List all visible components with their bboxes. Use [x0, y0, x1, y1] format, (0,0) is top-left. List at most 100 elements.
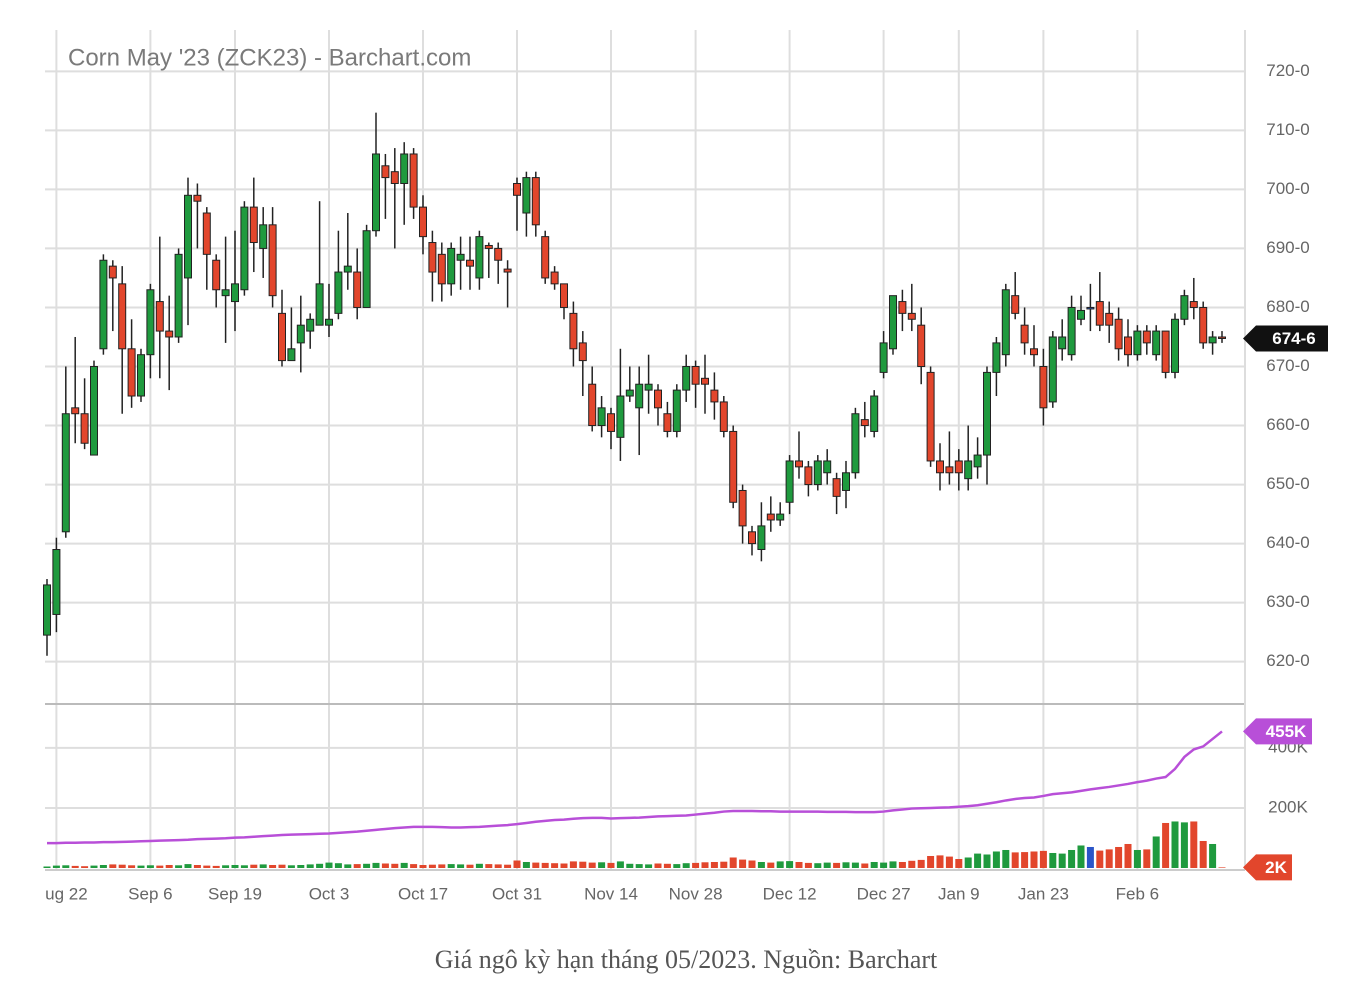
candle-body [1114, 318, 1123, 350]
candle-body [353, 271, 362, 308]
candle-body [964, 460, 973, 480]
volume-bar [1011, 852, 1019, 868]
candle-body [766, 513, 775, 521]
candle-body [1030, 348, 1038, 356]
volume-bar [71, 865, 79, 868]
candle-body [400, 153, 409, 184]
volume-bar [146, 865, 154, 868]
y-tick-label: 720-0 [1266, 61, 1309, 80]
volume-bar [626, 863, 634, 868]
volume-bar [1021, 852, 1029, 868]
candle-body [1001, 289, 1010, 356]
volume-bar [457, 864, 465, 868]
candle-body [315, 283, 324, 326]
chart-title: Corn May '23 (ZCK23) - Barchart.com [68, 44, 471, 71]
candle-body [1020, 324, 1029, 344]
x-tick-label: Oct 3 [309, 884, 350, 903]
candle-body [52, 549, 61, 615]
candle-body [541, 236, 550, 279]
value-tag-label: 674-6 [1272, 329, 1315, 348]
marks [43, 112, 1226, 868]
volume-bar [193, 864, 201, 868]
volume-bar [156, 865, 164, 868]
candle-body [1218, 336, 1226, 339]
x-tick-label: Sep 19 [208, 884, 262, 903]
candle-body [701, 377, 709, 385]
candle-body [823, 460, 832, 474]
value-tag-label: 2K [1265, 858, 1287, 877]
volume-bar [203, 865, 211, 868]
candle-body [635, 383, 644, 409]
x-tick-label: Oct 17 [398, 884, 448, 903]
volume-bar [598, 862, 606, 868]
volume-bar [1152, 836, 1160, 868]
volume-bar [1143, 849, 1151, 868]
candle-body [137, 354, 145, 397]
volume-bar [175, 865, 183, 868]
candle-body [184, 194, 192, 279]
volume-bar [344, 864, 352, 868]
candle-body [1142, 330, 1151, 344]
volume-bar [269, 864, 277, 868]
candle-body [296, 324, 305, 344]
candle-body [202, 212, 211, 255]
volume-bar [532, 862, 540, 868]
x-tick-label: ug 22 [45, 884, 88, 903]
candle-body [381, 165, 390, 179]
volume-bar [983, 854, 991, 868]
volume-bar [654, 863, 662, 868]
candle-body [785, 460, 794, 503]
volume-bar [1171, 821, 1179, 868]
volume-bar [287, 865, 295, 868]
volume-bar [250, 864, 258, 868]
volume-bar [325, 862, 333, 868]
candle-body [1124, 336, 1132, 356]
volume-bar [1068, 849, 1076, 868]
candle-body [71, 407, 80, 415]
volume-bar [184, 864, 192, 868]
candle-body [419, 206, 427, 238]
volume-bar [833, 862, 841, 868]
volume-bar [1209, 843, 1217, 868]
value-tag-shape [1243, 325, 1328, 352]
candle-body [729, 430, 738, 503]
volume-bar [880, 862, 888, 868]
candle-body [437, 253, 446, 285]
candle-body [776, 513, 785, 521]
volume-bar [522, 861, 530, 868]
volume-bar [842, 862, 850, 868]
candle-body [90, 366, 98, 456]
volume-bar [99, 864, 107, 868]
candle-body [249, 206, 258, 244]
candle-body [607, 413, 615, 432]
volume-bar [682, 863, 690, 868]
candle-body [306, 318, 315, 332]
volume-bar [165, 864, 173, 868]
volume-bar [729, 857, 737, 868]
volume-bar [1199, 840, 1207, 868]
candle-body [409, 153, 418, 208]
candle-body [588, 383, 597, 427]
candle-body [221, 289, 230, 297]
y-tick-label: 700-0 [1266, 179, 1309, 198]
volume-bar [936, 855, 944, 868]
candle-body [757, 525, 766, 551]
volume-bar [1218, 867, 1226, 868]
candle-body [259, 224, 268, 249]
candle-body [1058, 336, 1067, 350]
volume-bar [240, 865, 248, 868]
candle-body [682, 366, 691, 391]
value-tag: 455K [1243, 718, 1312, 745]
volume-bar [381, 863, 389, 868]
candle-body [494, 247, 503, 261]
candle-body [804, 466, 813, 486]
candle-body [1067, 306, 1076, 356]
candle-body [1011, 295, 1020, 314]
volume-bar [861, 863, 869, 868]
volume-bar [447, 864, 455, 868]
volume-bar [52, 865, 60, 868]
volume-bar [964, 857, 972, 868]
volume-bar [128, 865, 136, 868]
volume-bar [588, 862, 596, 868]
